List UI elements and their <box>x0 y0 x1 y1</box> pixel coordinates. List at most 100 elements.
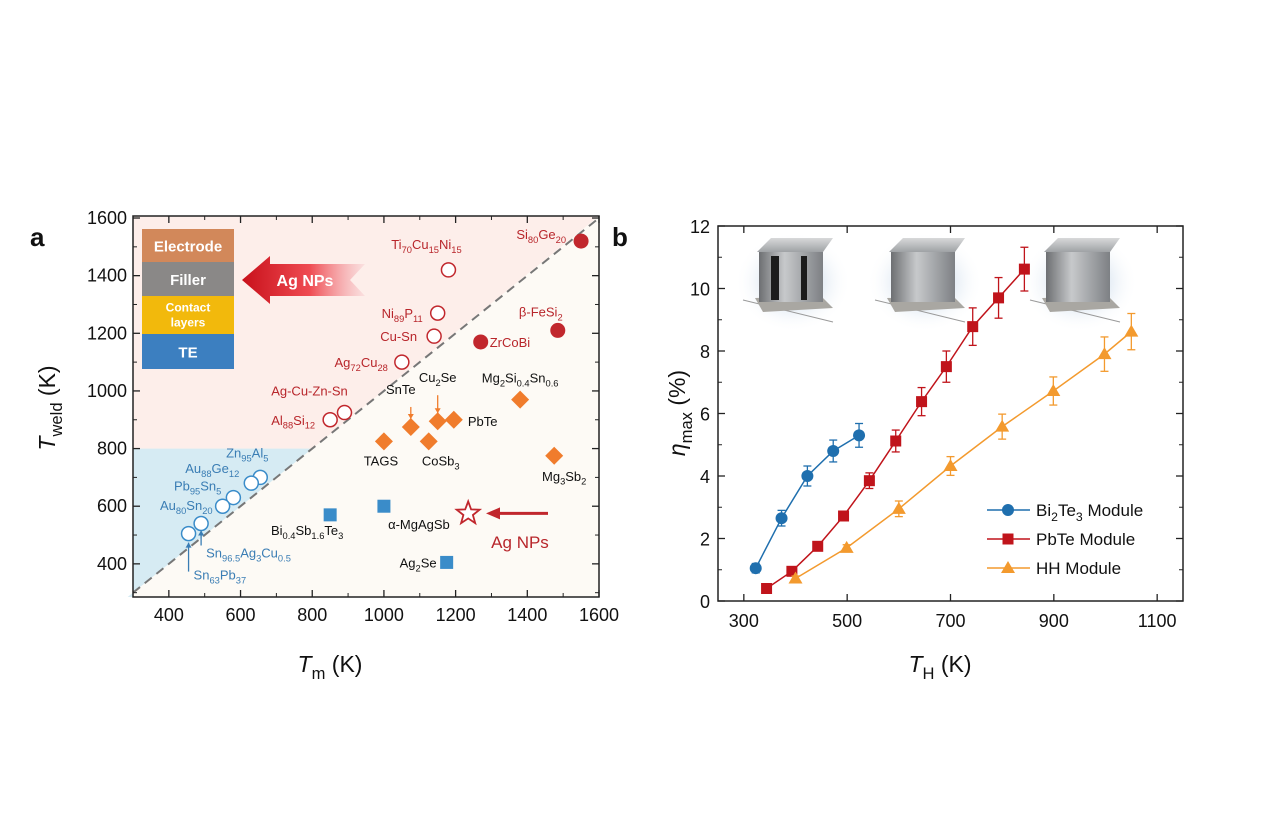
data-label: Ag-Cu-Zn-Sn <box>271 384 348 399</box>
data-label: ZrCoBi <box>490 335 531 350</box>
module-top <box>889 238 965 252</box>
diagonal-dashed-line <box>132 217 600 594</box>
x-tick-label: 500 <box>832 611 862 631</box>
data-point-open-circle <box>243 475 260 491</box>
legend-label: HH Module <box>1036 559 1121 578</box>
data-point-open-circle <box>429 305 446 321</box>
label-segment: Al <box>252 445 264 460</box>
wire <box>1029 299 1121 323</box>
module-body <box>1046 252 1110 302</box>
data-point-square <box>940 361 952 373</box>
data-label: Sn96.5Ag3Cu0.5 <box>206 546 291 564</box>
legend-marker-circle <box>1002 504 1014 516</box>
y-tick-label: 6 <box>700 405 710 425</box>
module-gap <box>771 256 779 300</box>
label-segment: H <box>923 664 935 683</box>
label-segment: 37 <box>236 575 246 585</box>
label-segment: Ag <box>240 546 256 561</box>
label-segment: (%) <box>664 370 690 412</box>
label-segment: Ge <box>538 227 555 242</box>
y-tick-label: 800 <box>97 439 127 459</box>
label-segment: Al <box>271 413 283 428</box>
label-segment: Te <box>1058 501 1076 520</box>
label-segment: 1.6 <box>311 531 324 541</box>
label-segment: Ni <box>439 237 451 252</box>
label-segment: Bi <box>271 523 283 538</box>
data-point-open-circle <box>193 515 209 532</box>
label-segment: T <box>298 651 314 677</box>
data-point-open-circle <box>322 412 338 428</box>
pointer-arrow-head <box>185 542 192 548</box>
series-0: Bi2Te3 Module <box>749 422 1143 575</box>
panel-label-a: a <box>30 222 45 252</box>
label-segment: Mg <box>542 469 560 484</box>
label-segment: 80 <box>176 506 186 516</box>
inset-layer-label: layers <box>171 316 206 330</box>
panel-b-chart: 300 500 700 900 1100 0 2 4 6 8 10 12 TH (K) ηmax (%) b… <box>612 217 1184 683</box>
data-point-diamond <box>545 446 564 465</box>
label-segment: 0.4 <box>517 378 530 388</box>
label-segment: TAGS <box>364 453 399 468</box>
y-tick-label: 10 <box>690 280 710 300</box>
data-label: Al88Si12 <box>271 413 315 431</box>
label-segment: CoSb <box>422 453 455 468</box>
label-segment: Au <box>160 498 176 513</box>
x-axis-title: TH (K) <box>908 651 971 683</box>
y-tick-label: 2 <box>700 530 710 550</box>
label-segment: Ge <box>212 461 229 476</box>
label-segment: 5 <box>216 486 221 496</box>
series-1: PbTe Module <box>761 246 1135 594</box>
data-label: Sn63Pb37 <box>194 568 247 586</box>
label-segment: β-FeSi <box>519 304 558 319</box>
x-tick-label: 1400 <box>507 605 547 625</box>
x-tick-label: 1200 <box>436 605 476 625</box>
label-segment: P <box>404 306 413 321</box>
data-label: Bi0.4Sb1.6Te3 <box>271 523 343 541</box>
label-segment: 72 <box>350 363 360 373</box>
label-segment: 0.4 <box>283 531 296 541</box>
y-tick-label: 1600 <box>87 208 127 228</box>
inset-layer-te <box>142 334 234 369</box>
label-segment: 89 <box>394 314 404 324</box>
module-body <box>759 252 823 302</box>
y-tick-label: 0 <box>700 592 710 612</box>
ag-nps-star-point <box>454 498 483 526</box>
label-segment: Pb <box>220 568 236 583</box>
label-segment: Ag <box>335 355 351 370</box>
y-tick-label: 400 <box>97 554 127 574</box>
y-tick-label: 8 <box>700 342 710 362</box>
x-tick-label: 1100 <box>1138 611 1177 631</box>
label-segment: 3 <box>338 531 343 541</box>
label-segment: 0.5 <box>278 553 291 563</box>
data-point-circle <box>775 512 788 525</box>
data-point-square <box>377 499 391 513</box>
data-point-square <box>838 510 850 522</box>
label-segment: η <box>664 443 690 456</box>
label-segment: 95 <box>241 453 251 463</box>
data-point-triangle <box>943 459 958 471</box>
label-segment: ZrCoBi <box>490 335 531 350</box>
label-segment: Si <box>293 413 305 428</box>
data-point-open-circle <box>214 498 231 514</box>
label-segment: Cu <box>361 355 378 370</box>
data-label: Cu2Se <box>419 370 457 388</box>
label-segment: Au <box>185 461 201 476</box>
label-segment: (K) <box>34 365 60 402</box>
wire <box>742 299 834 323</box>
label-segment: Ni <box>382 306 394 321</box>
legend-label: Bi2Te3 Module <box>1036 501 1143 524</box>
label-segment: (K) <box>325 651 362 677</box>
label-segment: Sb <box>565 469 581 484</box>
label-segment: T <box>908 651 924 677</box>
label-segment: Sn <box>200 479 216 494</box>
data-label: Au88Ge12 <box>185 461 239 479</box>
inset-layer-contact-layers <box>142 296 234 334</box>
label-segment: Sn <box>186 498 202 513</box>
data-point-diamond <box>419 432 438 451</box>
data-point-filled-circle <box>550 322 566 338</box>
label-segment: Ag <box>400 555 416 570</box>
data-point-open-circle <box>394 354 410 370</box>
data-point-triangle <box>891 501 906 514</box>
label-segment: Cu-Sn <box>380 329 417 344</box>
label-segment: T <box>34 435 60 451</box>
